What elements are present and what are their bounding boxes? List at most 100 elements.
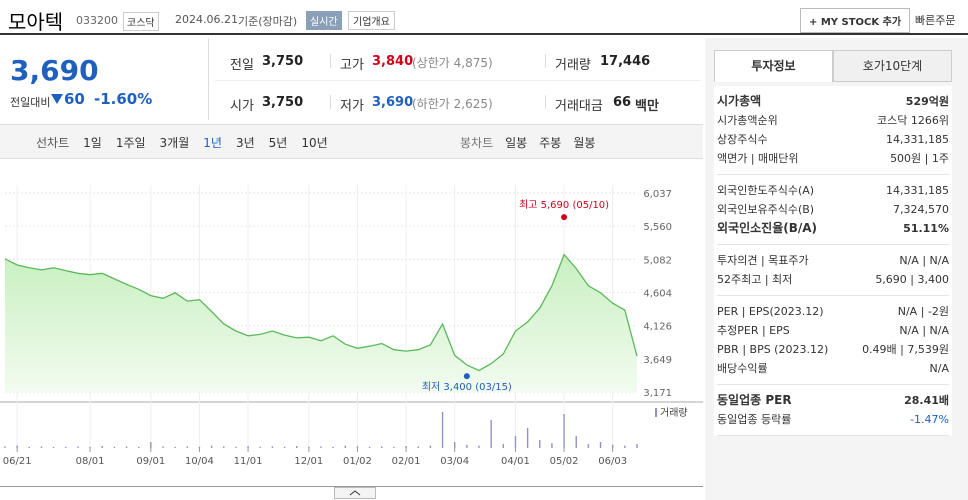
company-info-button[interactable]: 기업개요: [348, 11, 395, 30]
x-tick-label: 01/02: [343, 456, 372, 467]
quote-label: 전일: [230, 58, 254, 73]
period-tab[interactable]: 1주일: [115, 136, 146, 150]
volume-bar: [453, 442, 456, 448]
volume-bar: [344, 445, 347, 448]
volume-bar: [490, 420, 492, 448]
volume-bar: [283, 446, 286, 448]
y-tick-label: 6,037: [643, 189, 672, 200]
info-value: N/A | -2원: [897, 305, 949, 318]
x-tick-label: 02/01: [392, 456, 421, 467]
info-row: 배당수익률 N/A: [717, 359, 949, 378]
info-section: 투자의견 | 목표주가 N/A | N/A 52주최고 | 최저 5,690 | 3,…: [717, 245, 949, 296]
info-tab[interactable]: 호가10단계: [833, 50, 952, 82]
candle-tab[interactable]: 일봉: [505, 136, 528, 150]
x-tick-label: 06/21: [3, 456, 32, 467]
price-chart: 3,171 3,649 4,126 4,604 5,082 5,560 6,037 06/21…: [0, 185, 703, 467]
info-row: 동일업종 PER 28.41배: [717, 391, 949, 410]
down-icon: [51, 94, 63, 104]
extreme-label: 최저 3,400 (03/15): [422, 381, 512, 393]
period-tab[interactable]: 3개월: [159, 136, 190, 150]
info-value: 14,331,185: [886, 133, 949, 146]
extreme-marker: [463, 373, 470, 380]
extreme-label: 최고 5,690 (05/10): [519, 199, 609, 211]
price: 3,690: [10, 54, 99, 87]
info-label: 외국인소진율(B/A): [717, 221, 818, 235]
quote-unit: 백만: [635, 99, 659, 114]
volume-bar: [137, 446, 140, 448]
info-section: PER | EPS(2023.12) N/A | -2원 추정PER | EPS N/…: [717, 296, 949, 385]
divider: [330, 95, 331, 109]
divider: [330, 54, 331, 68]
change-label: 전일대비: [10, 96, 51, 109]
period-tab[interactable]: 3년: [235, 136, 255, 150]
volume-bar: [150, 442, 152, 448]
period-tab[interactable]: 1일: [83, 136, 102, 150]
volume-bar: [611, 444, 614, 448]
quote-value: 3,750: [262, 95, 304, 110]
period-tab[interactable]: 10년: [301, 136, 328, 150]
volume-bar: [636, 444, 638, 448]
volume-bar: [259, 446, 261, 448]
volume-bar: [174, 446, 176, 448]
x-tick-label: 03/04: [440, 456, 469, 467]
realtime-button[interactable]: 실시간: [306, 11, 342, 30]
info-tab[interactable]: 투자정보: [714, 50, 833, 82]
collapse-button[interactable]: [334, 487, 376, 499]
period-tab[interactable]: 1년: [203, 136, 222, 150]
volume-bar: [332, 446, 334, 448]
info-value: 28.41배: [904, 394, 949, 407]
info-row: 액면가 | 매매단위 500원 | 1주: [717, 149, 949, 168]
info-row: 52주최고 | 최저 5,690 | 3,400: [717, 270, 949, 289]
info-row: 외국인한도주식수(A) 14,331,185: [717, 181, 949, 200]
info-label: 외국인한도주식수(A): [717, 184, 815, 197]
volume-bar: [551, 443, 553, 448]
date: 2024.06.21: [175, 13, 238, 26]
info-value: -1.47%: [910, 413, 949, 426]
info-label: PBR | BPS (2023.12): [717, 343, 829, 356]
volume-bar: [356, 446, 359, 448]
volume-bar: [405, 446, 407, 448]
quote-label: 저가: [340, 99, 364, 114]
change-pct: -1.60%: [94, 90, 153, 108]
change: 60: [64, 90, 85, 108]
divider: [545, 95, 546, 109]
x-tick-label: 12/01: [294, 456, 323, 467]
period-tab[interactable]: 5년: [268, 136, 288, 150]
y-tick-label: 3,171: [643, 388, 672, 399]
info-tabs: 투자정보 호가10단계: [714, 50, 952, 82]
info-label: 52주최고 | 최저: [717, 273, 793, 286]
quote-value: 3,690: [372, 95, 414, 110]
info-label: 동일업종 PER: [717, 393, 792, 407]
invest-info: 시가총액 529억원 시가총액순위 코스닥 1266위 상장주식수 14,331,185 액…: [714, 86, 952, 436]
info-label: 추정PER | EPS: [717, 324, 790, 337]
info-row: 추정PER | EPS N/A | N/A: [717, 321, 949, 340]
quote-value: 66: [613, 95, 632, 110]
x-tick-label: 09/01: [136, 456, 165, 467]
candle-tab[interactable]: 월봉: [573, 136, 596, 150]
info-section: 외국인한도주식수(A) 14,331,185 외국인보유주식수(B) 7,324,57…: [717, 175, 949, 245]
volume-bar: [624, 445, 626, 448]
my-stock-button[interactable]: + MY STOCK 추가: [800, 8, 911, 33]
candle-tab[interactable]: 주봉: [539, 136, 562, 150]
volume-bar: [587, 444, 590, 448]
quick-order[interactable]: 빠른주문: [915, 14, 956, 27]
volume-bar: [40, 446, 43, 448]
volume-bar: [308, 446, 310, 448]
info-section: 시가총액 529억원 시가총액순위 코스닥 1266위 상장주식수 14,331,185 액…: [717, 86, 949, 175]
volume-bar: [235, 446, 237, 448]
volume-bar: [89, 446, 91, 448]
info-row: 동일업종 등락률 -1.47%: [717, 410, 949, 429]
volume-bar: [162, 446, 164, 448]
quote-label: 거래대금: [555, 99, 603, 114]
info-value: N/A | N/A: [899, 324, 949, 337]
volume-bar: [247, 446, 249, 448]
info-label: 동일업종 등락률: [717, 413, 792, 426]
volume-bar: [502, 444, 505, 448]
volume-bar: [271, 446, 274, 448]
volume-bar: [441, 412, 444, 448]
x-tick-label: 04/01: [501, 456, 530, 467]
volume-bar: [101, 446, 103, 448]
x-tick-label: 05/02: [550, 456, 579, 467]
